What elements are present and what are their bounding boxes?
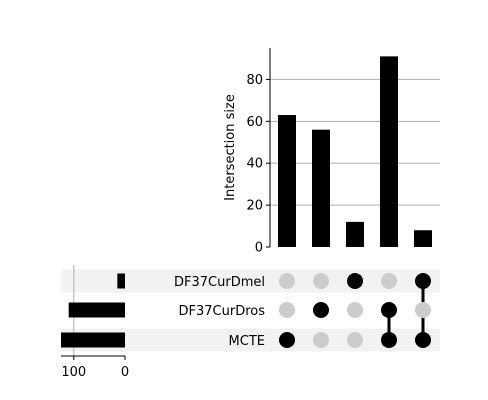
set-size-bar [68,302,125,318]
matrix-dot-active [415,332,431,348]
matrix-dot-inactive [313,332,329,348]
y-axis: 0 20 40 60 80 [246,48,271,256]
set-size-tick-label: 0 [121,365,129,380]
matrix-dot-inactive [347,302,363,318]
row-shade-df37curdmel [61,269,440,293]
y-tick-label: 0 [255,241,263,256]
matrix-dot-inactive [347,332,363,348]
matrix-dot-active [313,302,329,318]
set-size-bar [117,273,125,289]
matrix-dot-active [381,302,397,318]
set-size-bars-layer [61,265,125,356]
matrix-dot-inactive [381,273,397,289]
y-tick-label: 60 [246,115,263,130]
intersection-bar [414,230,432,247]
set-labels-layer: DF37CurDmel DF37CurDros MCTE [174,275,265,349]
y-tick-label: 20 [246,199,263,214]
intersection-bar [278,115,296,247]
row-shading-layer [61,269,440,352]
matrix-dot-inactive [279,273,295,289]
intersection-bar [312,129,330,247]
matrix-dot-inactive [415,302,431,318]
matrix-dot-inactive [279,302,295,318]
matrix-dot-active [381,332,397,348]
gridlines-layer [270,78,440,206]
set-size-bar [61,332,125,348]
y-tick-label: 80 [246,73,263,88]
row-shade-mcte [61,328,440,352]
matrix-dot-active [347,273,363,289]
set-size-axis: 100 0 [61,355,129,380]
set-label: DF37CurDmel [174,275,265,290]
matrix-dot-active [279,332,295,348]
set-size-tick-label: 100 [61,365,86,380]
intersection-bar [346,221,364,247]
intersection-bars-layer [278,56,432,247]
y-tick-label: 40 [246,157,263,172]
set-label: MCTE [229,334,265,349]
intersection-bar [380,56,398,247]
intersection-matrix [279,273,431,348]
set-label: DF37CurDros [179,304,266,319]
matrix-dot-active [415,273,431,289]
y-axis-label: Intersection size [223,94,238,201]
matrix-dot-inactive [313,273,329,289]
